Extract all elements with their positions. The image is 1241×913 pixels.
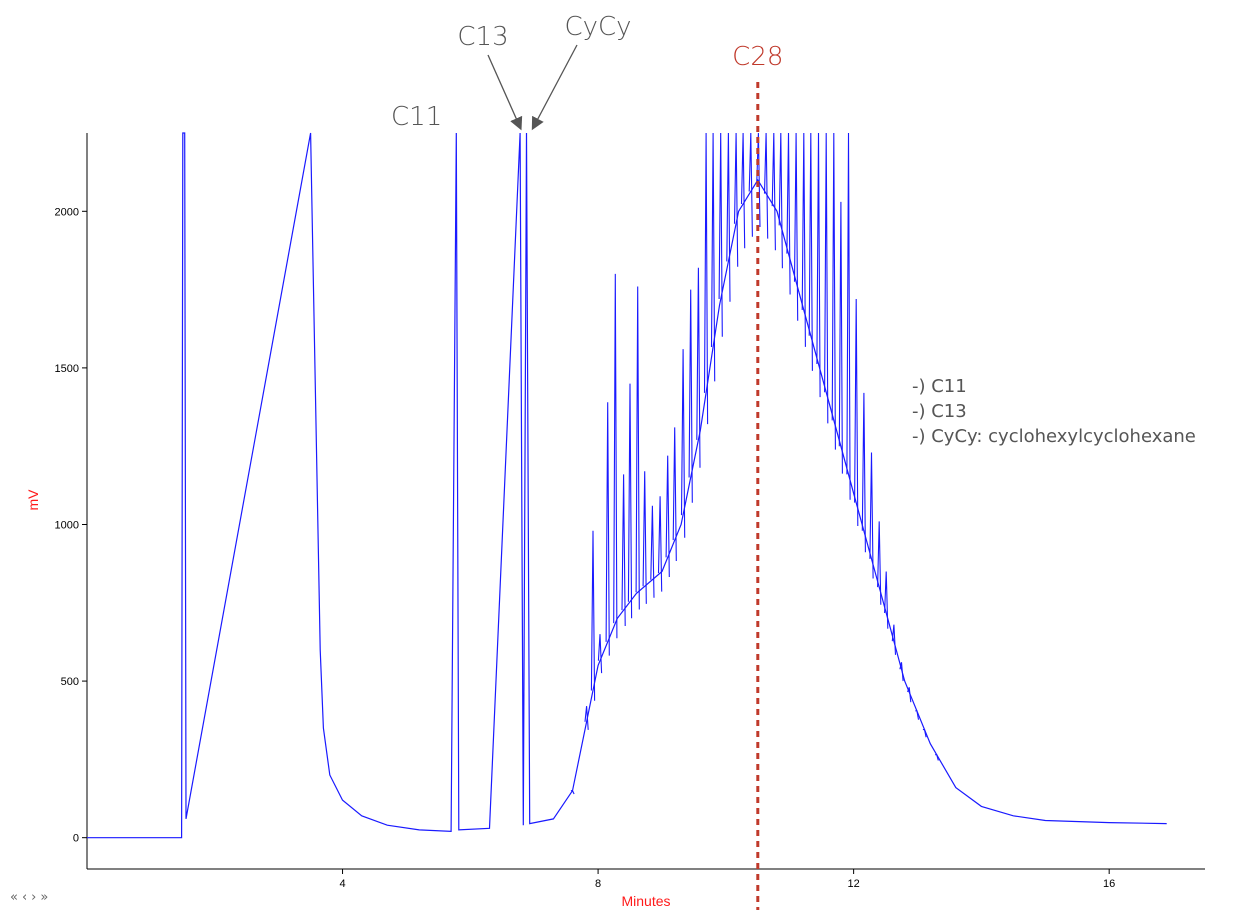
peak-line bbox=[778, 132, 783, 269]
peak-line bbox=[590, 530, 596, 701]
peak-line bbox=[915, 710, 920, 720]
peak-line bbox=[621, 474, 626, 627]
y-tick-label: 1000 bbox=[55, 519, 79, 531]
peak-line bbox=[726, 132, 731, 302]
last-page-icon[interactable]: » bbox=[40, 890, 53, 905]
axes-layer: 0 500 1000 1500 2000 4 8 12 16 bbox=[55, 133, 1205, 890]
legend-item: -) C11 bbox=[912, 376, 967, 397]
peak-line bbox=[771, 132, 776, 251]
y-tick-label: 1500 bbox=[55, 363, 79, 375]
previous-page-icon[interactable]: ‹ bbox=[21, 890, 32, 905]
peak-line bbox=[838, 201, 843, 474]
peak-label-c11: C11 bbox=[391, 102, 442, 132]
peak-line bbox=[642, 471, 647, 604]
peak-line bbox=[605, 402, 610, 656]
arrow-cycy bbox=[531, 44, 578, 131]
peak-line bbox=[861, 392, 866, 553]
peak-line bbox=[650, 505, 655, 598]
legend-item: -) CyCy: cyclohexylcyclohexane bbox=[912, 426, 1196, 447]
peak-line bbox=[793, 132, 799, 321]
peak-line bbox=[884, 571, 889, 629]
annotation-layer: C11 C13 CyCy -) C11 -) C13 -) CyCy: cyclohexy… bbox=[391, 12, 1196, 447]
peak-line bbox=[786, 132, 791, 295]
c28-marker-label: C28 bbox=[732, 42, 783, 72]
next-page-icon[interactable]: › bbox=[31, 890, 41, 905]
peak-line bbox=[696, 267, 701, 468]
peak-line bbox=[831, 132, 836, 450]
y-tick-label: 2000 bbox=[55, 206, 79, 218]
peak-line bbox=[907, 687, 912, 703]
legend-item: -) C13 bbox=[912, 401, 967, 422]
first-page-icon[interactable]: « bbox=[10, 890, 22, 905]
peak-line bbox=[672, 427, 677, 562]
x-axis-title: Minutes bbox=[621, 893, 670, 909]
peak-label-c13: C13 bbox=[457, 22, 508, 52]
peak-line bbox=[710, 132, 716, 382]
peak-line bbox=[869, 452, 874, 579]
peak-line bbox=[891, 624, 897, 655]
arrow-c13 bbox=[487, 54, 523, 131]
peak-label-cycy: CyCy bbox=[564, 12, 631, 42]
peak-line bbox=[733, 132, 739, 267]
peak-line bbox=[657, 496, 663, 592]
peak-line bbox=[740, 132, 746, 249]
peak-line bbox=[570, 790, 575, 795]
peak-line bbox=[935, 754, 939, 761]
peak-line bbox=[854, 298, 859, 527]
peak-line bbox=[680, 349, 686, 538]
peak-line bbox=[627, 383, 633, 619]
y-axis-title: mV bbox=[25, 489, 41, 511]
peak-line bbox=[899, 662, 904, 682]
peak-line bbox=[688, 289, 693, 503]
peak-line bbox=[584, 706, 589, 730]
peak-line bbox=[763, 132, 769, 239]
navigation-controls: «‹›» bbox=[10, 890, 52, 905]
y-tick-label: 0 bbox=[73, 833, 79, 845]
peak-line bbox=[597, 634, 603, 674]
peak-line bbox=[808, 132, 813, 371]
peak-line bbox=[748, 132, 753, 237]
x-tick-label: 8 bbox=[595, 878, 601, 890]
series-line bbox=[87, 132, 1167, 839]
peak-line bbox=[718, 132, 723, 337]
series-layer bbox=[87, 132, 1167, 839]
peak-line bbox=[816, 132, 821, 398]
x-tick-label: 4 bbox=[339, 878, 345, 890]
peak-line bbox=[922, 729, 927, 738]
peak-line bbox=[703, 132, 709, 425]
y-tick-label: 500 bbox=[61, 676, 79, 688]
peak-line bbox=[801, 132, 806, 347]
x-tick-label: 16 bbox=[1103, 878, 1115, 890]
peak-line bbox=[877, 521, 882, 605]
marker-layer: C28 bbox=[732, 42, 783, 910]
peak-line bbox=[824, 132, 829, 424]
x-tick-label: 12 bbox=[848, 878, 860, 890]
peak-line bbox=[635, 286, 640, 610]
peak-line bbox=[665, 455, 670, 578]
peak-line bbox=[846, 132, 851, 500]
peak-line bbox=[613, 273, 618, 639]
